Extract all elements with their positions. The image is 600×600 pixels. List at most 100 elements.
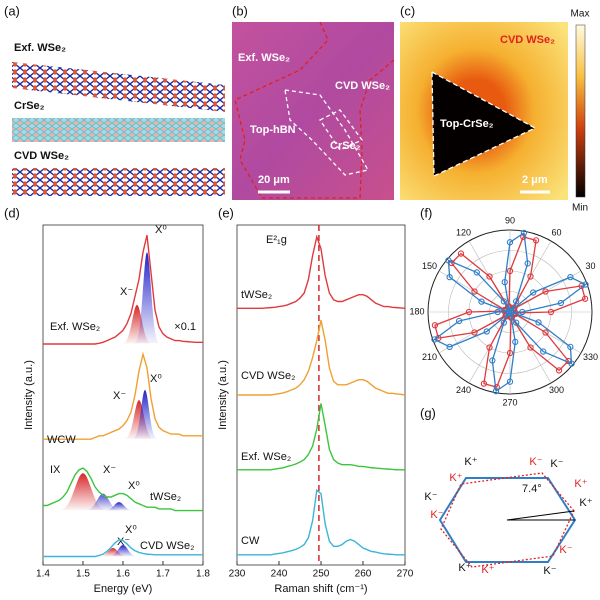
x-tick-label: 240 — [271, 569, 288, 580]
polar-point — [512, 338, 519, 346]
polar-point — [582, 281, 589, 288]
series-label: CVD WSe₂ — [241, 370, 295, 382]
peak-component — [85, 493, 121, 511]
series-label: CW — [241, 535, 260, 547]
polar-point — [465, 308, 473, 316]
x-axis-label: Raman shift (cm⁻¹) — [274, 583, 367, 595]
polar-point — [445, 257, 452, 264]
polar-point — [473, 269, 480, 276]
polar-point — [524, 260, 531, 267]
polar-point — [540, 348, 547, 355]
polar-point — [446, 273, 453, 281]
map-label: Top-CrSe₂ — [440, 118, 494, 130]
panel-label: (e) — [218, 205, 234, 220]
polar-point — [520, 233, 527, 241]
series-label: Exf. WSe₂ — [50, 321, 100, 333]
peak-component — [108, 544, 138, 557]
peak-label: X⁰ — [128, 480, 140, 492]
polar-point — [431, 336, 438, 343]
k-label: K⁺ — [464, 456, 477, 468]
polar-point — [507, 310, 514, 317]
polar-point — [486, 273, 493, 280]
series-label: CVD WSe₂ — [140, 540, 194, 552]
polar-point — [567, 273, 574, 281]
polar-point — [500, 319, 507, 326]
polar-point — [494, 308, 501, 316]
k-label: K⁻ — [424, 491, 437, 503]
polar-point — [455, 317, 463, 325]
polar-point — [480, 380, 488, 387]
polar-point — [478, 298, 485, 305]
x-tick-label: 1.6 — [116, 569, 130, 580]
map-title: CVD WSe₂ — [500, 34, 555, 46]
polar-point — [501, 278, 508, 286]
angle-label: 7.4° — [522, 483, 542, 495]
reference-label: E²₁g — [266, 234, 287, 246]
k-label: K⁻ — [529, 456, 542, 468]
polar-point — [489, 357, 496, 364]
theta-tick-label: 60 — [551, 228, 561, 238]
polar-point — [506, 267, 514, 275]
polar-point — [555, 367, 563, 374]
annotation: ×0.1 — [174, 321, 196, 333]
k-label: K⁺ — [449, 472, 462, 484]
polar-point — [457, 250, 465, 257]
series-label: WCW — [47, 434, 76, 446]
polar-point — [532, 237, 540, 244]
optical-image — [232, 22, 394, 200]
series-label: tWSe₂ — [241, 289, 272, 301]
peak-label: X⁻ — [120, 286, 133, 298]
valley-diagram — [438, 472, 577, 568]
theta-tick-label: 210 — [422, 352, 437, 362]
x-tick-label: 1.4 — [36, 569, 50, 580]
optical-label: Exf. WSe₂ — [238, 52, 290, 64]
theta-tick-label: 120 — [456, 228, 471, 238]
optical-label: Top-hBN — [250, 124, 296, 136]
polar-point — [520, 229, 528, 237]
peak-label: X⁰ — [125, 524, 137, 536]
polar-point — [530, 289, 537, 296]
x-tick-label: 270 — [397, 569, 414, 580]
x-axis-label: Energy (eV) — [94, 583, 153, 595]
spectrum-line — [237, 403, 405, 471]
series-label: Exf. WSe₂ — [241, 451, 291, 463]
k-label: K⁻ — [430, 509, 443, 521]
x-tick-label: 1.7 — [156, 569, 170, 580]
panel-label: (b) — [232, 3, 248, 18]
panel-label: (d) — [4, 205, 20, 220]
peak-label: IX — [50, 464, 61, 476]
spectrum-line — [43, 351, 203, 440]
x-tick-label: 1.8 — [196, 569, 210, 580]
polar-point — [500, 298, 507, 305]
polar-point — [568, 360, 575, 367]
theta-tick-label: 150 — [422, 261, 437, 271]
theta-tick-label: 180 — [409, 306, 424, 316]
spectrum-line — [43, 539, 203, 558]
colorbar-max: Max — [571, 9, 590, 20]
series-label: tWSe₂ — [150, 491, 181, 503]
polar-point — [506, 378, 514, 385]
x-tick-label: 260 — [355, 569, 372, 580]
spectrum-line — [237, 320, 406, 396]
scale-bar-label: 20 μm — [258, 174, 290, 186]
polar-point — [527, 273, 534, 280]
theta-tick-label: 90 — [505, 215, 515, 225]
spectrum-line — [237, 488, 405, 556]
polar-point — [493, 383, 500, 391]
structure-illustration — [12, 62, 225, 196]
theta-tick-label: 240 — [456, 385, 471, 395]
k-label: K⁻ — [543, 565, 556, 577]
k-label: K⁺ — [574, 478, 587, 490]
polar-point — [446, 343, 453, 350]
k-label: K⁺ — [579, 497, 592, 509]
peak-label: X⁰ — [155, 224, 167, 236]
theta-tick-label: 270 — [502, 397, 517, 407]
polar-point — [557, 299, 565, 307]
polar-point — [519, 308, 526, 316]
peak-label: X⁰ — [150, 373, 162, 385]
colorbar-min: Min — [572, 203, 588, 214]
spectrum-line — [237, 234, 406, 309]
panel-label: (f) — [420, 205, 432, 220]
x-tick-label: 250 — [313, 569, 330, 580]
